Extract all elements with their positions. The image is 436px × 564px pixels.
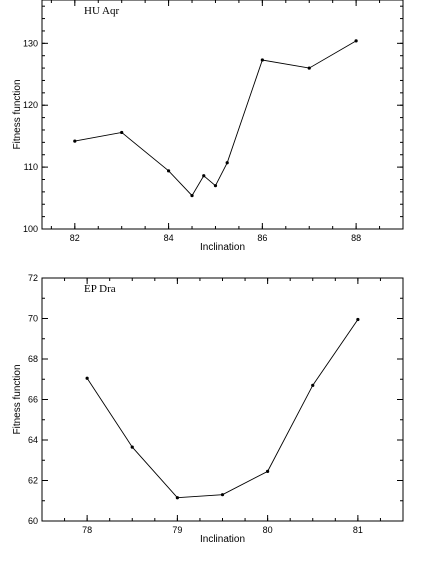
hu-aqr-data-point — [354, 39, 358, 43]
hu-aqr-plot-frame — [41, 0, 404, 230]
ep-dra-y-tick-label: 60 — [28, 516, 38, 526]
ep-dra-data-point — [266, 469, 270, 473]
ep-dra-plot-frame — [41, 277, 404, 522]
hu-aqr-x-tick-label: 84 — [164, 233, 174, 243]
ep-dra-x-tick-label: 81 — [353, 525, 363, 535]
ep-dra-x-tick-label: 79 — [172, 525, 182, 535]
hu-aqr-panel: 82 84 86 88 100 110 120 130 Inclination Fitness f… — [12, 0, 404, 253]
ep-dra-y-tick-label: 62 — [28, 476, 38, 486]
ep-dra-x-tick-label: 78 — [82, 525, 92, 535]
hu-aqr-data-point — [202, 174, 206, 178]
hu-aqr-y-tick-label: 100 — [23, 224, 38, 234]
hu-aqr-x-tick-label: 88 — [351, 233, 361, 243]
ep-dra-data-point — [175, 496, 179, 500]
hu-aqr-data-point — [166, 169, 171, 173]
hu-aqr-data-point — [120, 130, 124, 135]
ep-dra-x-tick-label: 80 — [263, 525, 273, 535]
hu-aqr-series-line — [74, 40, 357, 197]
ep-dra-x-axis-label: Inclination — [200, 534, 245, 545]
hu-aqr-star-label: HU Aqr — [84, 5, 119, 17]
hu-aqr-x-tick-label: 86 — [257, 233, 267, 243]
ep-dra-y-tick-label: 68 — [28, 354, 38, 364]
hu-aqr-data-point — [307, 66, 311, 70]
hu-aqr-y-tick-label: 120 — [23, 100, 38, 110]
ep-dra-y-tick-label: 72 — [28, 273, 38, 283]
hu-aqr-x-axis-label: Inclination — [200, 242, 245, 253]
hu-aqr-x-tick-label: 82 — [70, 233, 80, 243]
ep-dra-y-tick-label: 64 — [28, 435, 38, 445]
ep-dra-panel: 78 79 80 81 60 62 64 66 68 70 72 Inclination Fitness… — [12, 273, 404, 545]
ep-dra-y-tick-label: 70 — [28, 314, 38, 324]
hu-aqr-y-tick-label: 130 — [23, 38, 38, 48]
hu-aqr-y-tick-label: 110 — [24, 162, 38, 172]
ep-dra-data-point — [85, 376, 89, 380]
hu-aqr-y-axis-label: Fitness function — [12, 79, 23, 149]
ep-dra-star-label: EP Dra — [84, 283, 116, 295]
ep-dra-data-point — [220, 493, 225, 497]
ep-dra-y-axis-label: Fitness function — [12, 364, 23, 434]
hu-aqr-data-point — [190, 193, 194, 198]
hu-aqr-data-point — [73, 139, 77, 143]
ep-dra-data-point — [311, 383, 315, 387]
ep-dra-y-tick-label: 66 — [28, 395, 38, 405]
hu-aqr-data-point — [260, 58, 264, 62]
ep-dra-data-point — [130, 445, 134, 449]
ep-dra-data-point — [356, 317, 360, 322]
ep-dra-series-line — [86, 319, 359, 499]
hu-aqr-data-point — [213, 184, 218, 188]
hu-aqr-data-point — [225, 161, 229, 165]
